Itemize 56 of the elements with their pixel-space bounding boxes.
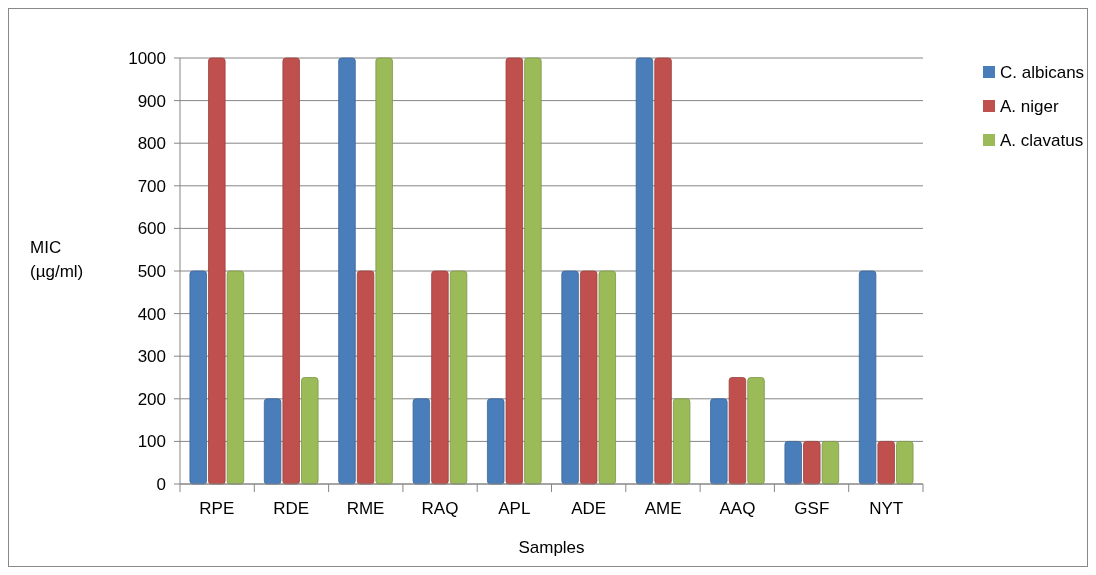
y-tick-label: 300 <box>137 347 166 367</box>
bar <box>487 398 505 485</box>
x-tick-label: APL <box>498 499 531 518</box>
bar <box>728 377 747 485</box>
bar <box>821 441 840 485</box>
y-tick-label: 400 <box>137 304 166 324</box>
x-tick-label: RME <box>346 499 385 518</box>
bar <box>654 57 672 485</box>
x-tick-label: NYT <box>869 499 904 518</box>
bar <box>505 57 524 485</box>
y-tick-label: 200 <box>137 389 166 409</box>
bar <box>356 270 375 485</box>
y-tick-label: 0 <box>156 474 166 494</box>
legend-label: A. niger <box>1000 96 1059 116</box>
x-tick-label: GSF <box>794 499 830 518</box>
bar <box>635 57 654 485</box>
bar <box>524 57 542 485</box>
bar <box>189 270 207 485</box>
bar <box>710 398 728 485</box>
bar <box>896 441 914 485</box>
bar <box>226 270 245 485</box>
bar <box>877 441 895 485</box>
legend-label: C. albicans <box>1000 62 1085 82</box>
bar <box>431 270 449 485</box>
bar <box>784 441 802 485</box>
x-tick-label: AAQ <box>719 499 756 518</box>
bar <box>301 377 319 485</box>
y-tick-label: 500 <box>137 261 166 281</box>
bar <box>561 270 579 485</box>
bar <box>282 57 300 485</box>
bar <box>263 398 282 485</box>
legend-label: A. clavatus <box>1000 130 1084 150</box>
bar <box>598 270 616 485</box>
bar <box>375 57 393 485</box>
bar <box>412 398 431 485</box>
bar <box>208 57 226 485</box>
y-tick-label: 100 <box>137 432 166 452</box>
x-tick-label: ADE <box>571 499 607 518</box>
y-axis-title: MIC (µg/ml) <box>30 238 84 281</box>
bar <box>672 398 691 485</box>
y-tick-label: 800 <box>137 134 166 154</box>
bar <box>579 270 598 485</box>
bar <box>858 270 877 485</box>
x-tick-label: RDE <box>273 499 310 518</box>
bar <box>338 57 356 485</box>
bar <box>803 441 821 485</box>
bar <box>747 377 765 485</box>
x-tick-label: AME <box>644 499 682 518</box>
bar <box>449 270 468 485</box>
x-axis-title: Samples <box>518 538 585 557</box>
y-tick-label: 700 <box>137 176 166 196</box>
x-tick-label: RAQ <box>421 499 459 518</box>
x-tick-label: RPE <box>199 499 235 518</box>
y-tick-label: 1000 <box>128 48 166 68</box>
y-tick-label: 600 <box>137 219 166 239</box>
y-tick-label: 900 <box>137 91 166 111</box>
